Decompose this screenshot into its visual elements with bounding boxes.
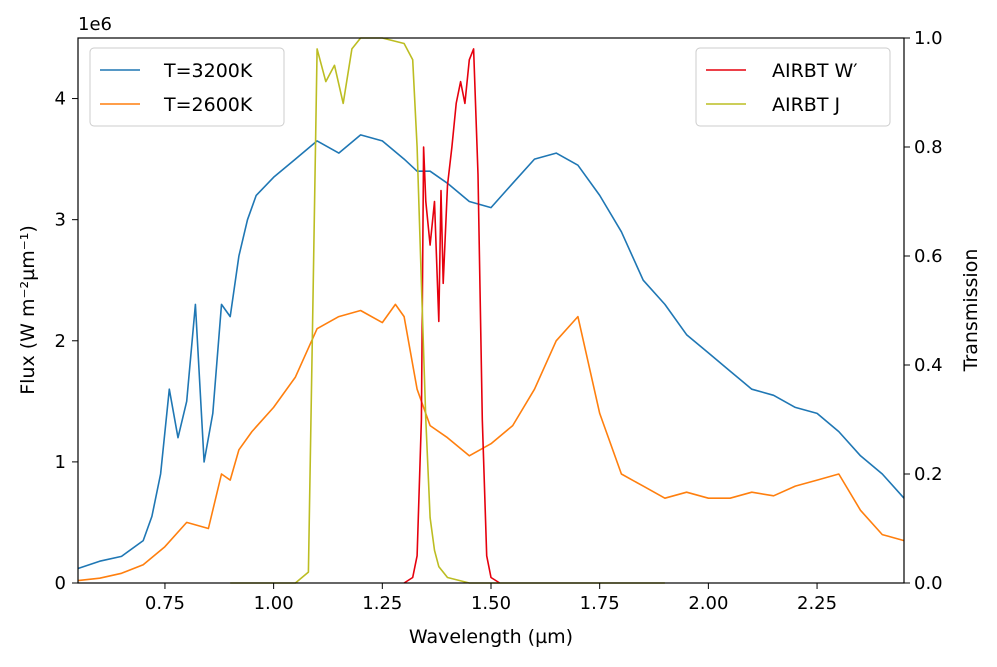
legend-left-frame (89, 47, 285, 127)
y-left-tick-label: 2 (55, 331, 66, 352)
y-right-axis-label: Transmission (960, 249, 982, 373)
x-tick-label: 1.25 (362, 593, 402, 614)
y-right-tick-label: 0.2 (914, 464, 943, 485)
x-axis-label: Wavelength (µm) (409, 626, 573, 648)
x-tick-label: 2.00 (688, 593, 728, 614)
y-left-axis-label: Flux (W m⁻²µm⁻¹) (17, 225, 39, 395)
y-right-tick-label: 1.0 (914, 28, 943, 49)
series-line-2 (403, 48, 501, 584)
x-tick-label: 1.00 (254, 593, 294, 614)
legend-right: AIRBT W′ AIRBT J (695, 47, 891, 127)
legend-right-frame (695, 47, 891, 127)
x-tick-label: 1.75 (580, 593, 620, 614)
y-right-tick-label: 0.4 (914, 355, 943, 376)
plot-background (78, 38, 904, 583)
y-left-tick-label: 0 (55, 573, 66, 594)
x-axis-ticks: 0.75 1.00 1.25 1.50 1.75 2.00 2.25 (145, 583, 837, 614)
y-left-tick-label: 3 (55, 210, 66, 231)
legend-label-3200k: T=3200K (163, 60, 253, 82)
x-tick-label: 0.75 (145, 593, 185, 614)
x-tick-label: 1.50 (471, 593, 511, 614)
y-left-axis-ticks: 0 1 2 3 4 (55, 89, 78, 594)
y-right-axis-ticks: 0.0 0.2 0.4 0.6 0.8 1.0 (904, 28, 943, 594)
series-line-1 (77, 303, 905, 582)
series-line-3 (230, 37, 665, 584)
y-right-tick-label: 0.0 (914, 573, 943, 594)
y-right-tick-label: 0.6 (914, 246, 943, 267)
y-left-tick-label: 4 (55, 89, 66, 110)
y-left-tick-label: 1 (55, 452, 66, 473)
series-layer (77, 37, 905, 584)
y-right-tick-label: 0.8 (914, 137, 943, 158)
x-tick-label: 2.25 (797, 593, 837, 614)
offset-text: 1e6 (78, 14, 112, 35)
legend-label-2600k: T=2600K (163, 94, 253, 116)
legend-label-airbt-j: AIRBT J (772, 94, 840, 116)
legend-left: T=3200K T=2600K (89, 47, 285, 127)
series-line-0 (77, 134, 905, 570)
legend-label-airbt-w: AIRBT W′ (772, 60, 858, 82)
